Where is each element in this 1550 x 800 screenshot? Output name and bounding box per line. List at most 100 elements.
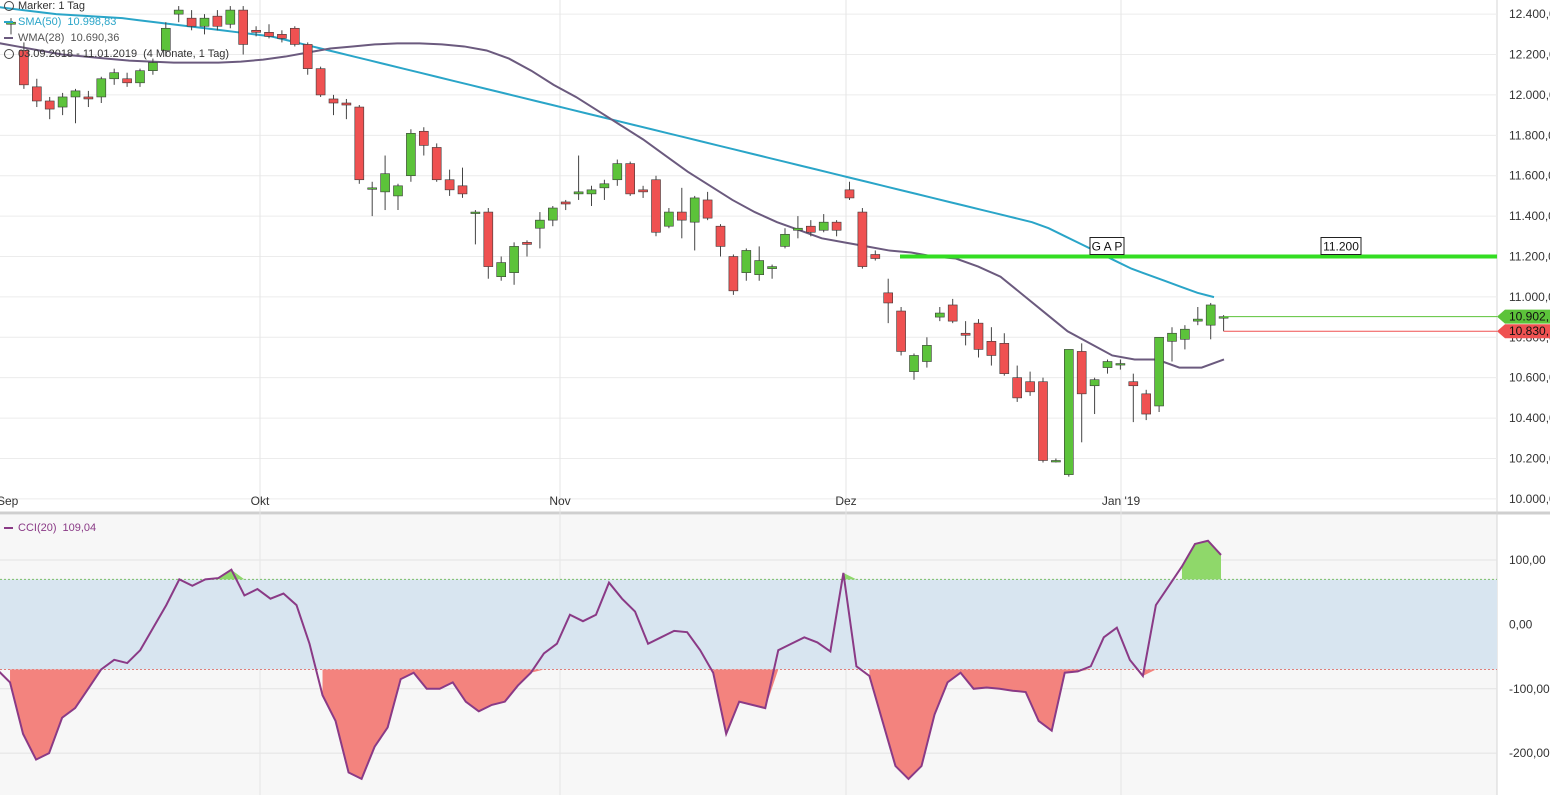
candle-down	[483, 211, 494, 267]
y-tick-label: 10.000,00	[1509, 492, 1550, 506]
candle-down	[973, 322, 984, 350]
legend-marker-text: Marker: 1 Tag	[18, 0, 86, 12]
candle-up	[161, 27, 171, 51]
candle-up	[199, 17, 210, 27]
candle-down	[986, 341, 997, 356]
candle-up	[1205, 304, 1216, 326]
candle-down	[289, 27, 300, 45]
candle-down	[805, 225, 816, 233]
cci-y-tick-label: -100,00	[1509, 682, 1550, 696]
candle-up	[754, 260, 765, 275]
cci-y-tick-label: 100,00	[1509, 553, 1546, 567]
candle-up	[173, 9, 184, 15]
candle-up	[535, 219, 545, 229]
candle-down	[638, 189, 648, 193]
range-text: 03.09.2018 - 11.01.2019	[18, 48, 138, 60]
y-tick-label: 11.400,00	[1509, 209, 1550, 223]
candle-down	[277, 34, 287, 39]
cci-oversold-area	[713, 669, 779, 734]
candle-up	[793, 227, 803, 231]
legend-wma[interactable]: WMA(28) 10.690,36	[4, 30, 229, 46]
candle-down	[1076, 351, 1087, 395]
candle-down	[947, 304, 958, 322]
y-tick-label: 12.400,00	[1509, 7, 1550, 21]
candle-up	[1102, 361, 1113, 368]
price-badge	[1497, 309, 1550, 324]
candle-up	[1193, 318, 1203, 322]
candle-up	[780, 233, 790, 247]
y-tick-label: 10.200,00	[1509, 451, 1550, 465]
candles	[6, 6, 1229, 477]
candle-up	[689, 197, 700, 223]
candle-down	[715, 225, 726, 247]
candle-up	[1154, 336, 1164, 407]
candle-up	[1167, 332, 1177, 342]
candle-down	[457, 185, 468, 195]
legend-sma[interactable]: SMA(50) 10.998,83	[4, 14, 229, 30]
legend-cci[interactable]: CCI(20) 109,04	[4, 520, 96, 536]
wma-value: 10.690,36	[70, 32, 120, 44]
cci-overbought-area	[843, 572, 857, 580]
y-tick-label: 11.800,00	[1509, 128, 1550, 142]
legend-marker: Marker: 1 Tag	[4, 0, 229, 14]
candle-down	[238, 9, 248, 45]
price-badge-label: 10.902,	[1509, 310, 1549, 324]
candle-up	[664, 211, 674, 227]
sma-swatch	[4, 21, 13, 23]
candle-down	[883, 292, 894, 304]
candle-up	[225, 9, 236, 25]
cci-swatch	[4, 527, 13, 529]
cci-value: 109,04	[62, 522, 97, 534]
candle-down	[896, 310, 906, 352]
candle-down	[44, 100, 55, 110]
candle-up	[1089, 379, 1100, 387]
candle-up	[909, 355, 919, 372]
candle-up	[818, 221, 829, 231]
candle-up	[470, 211, 481, 214]
candle-down	[1038, 381, 1048, 461]
candle-down	[625, 163, 636, 195]
candle-up	[96, 78, 107, 98]
annotation-box	[1089, 237, 1125, 255]
candle-down	[83, 96, 94, 100]
y-tick-label: 12.000,00	[1509, 88, 1550, 102]
candle-down	[431, 147, 442, 181]
candle-up	[741, 250, 752, 273]
candle-up	[934, 312, 945, 318]
candle-up	[367, 187, 378, 190]
candle-down	[1025, 381, 1035, 393]
candle-down	[328, 98, 339, 104]
annotation-label: G A P	[1092, 240, 1123, 254]
candle-up	[573, 191, 584, 195]
candle-up	[406, 132, 416, 177]
x-tick-label: Jan '19	[1102, 494, 1141, 508]
candle-up	[70, 90, 81, 98]
candle-down	[560, 201, 571, 205]
candle-up	[380, 173, 390, 193]
y-tick-label: 11.200,00	[1509, 250, 1550, 264]
price-badge	[1497, 324, 1550, 339]
candle-up	[586, 189, 597, 195]
candle-down	[1141, 393, 1151, 415]
candle-down	[418, 130, 429, 146]
cci-oversold-area	[1142, 669, 1156, 676]
candle-down	[960, 332, 971, 336]
candle-up	[135, 70, 145, 84]
candle-up	[612, 163, 623, 181]
annotations: G A P 11.200 10.902,10.830,	[900, 237, 1550, 339]
candle-down	[831, 221, 842, 231]
cci-y-tick-label: -200,00	[1509, 746, 1550, 760]
candle-up	[509, 246, 519, 273]
sma50-series-line	[0, 6, 1215, 299]
candle-down	[302, 44, 313, 69]
candle-down	[857, 211, 868, 267]
candle-up	[599, 183, 610, 189]
candle-up	[148, 62, 158, 71]
candle-up	[1064, 349, 1074, 475]
candle-down	[999, 343, 1010, 374]
candle-down	[315, 68, 326, 96]
candle-up	[767, 266, 777, 269]
sma-value: 10.998,83	[67, 16, 117, 28]
overlays	[0, 6, 1225, 781]
